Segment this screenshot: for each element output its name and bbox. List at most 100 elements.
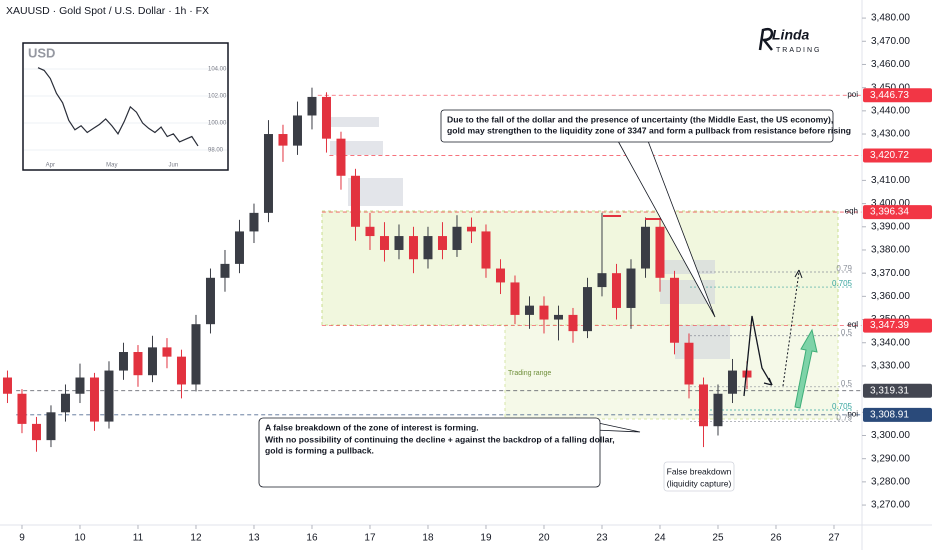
candle-body: [2, 377, 12, 394]
candle-body: [133, 352, 143, 376]
x-tick-label: 19: [480, 533, 492, 544]
candle-body: [640, 226, 650, 269]
candle-body: [321, 96, 331, 139]
candle-body: [655, 226, 665, 278]
price-tag-label: 3,420.72: [870, 150, 909, 161]
candle-body: [176, 356, 186, 385]
x-tick-label: 23: [596, 533, 608, 544]
price-tag: [863, 148, 932, 163]
candle-body: [423, 236, 433, 260]
annotation-text: (liquidity capture): [667, 478, 732, 488]
logo: Linda TRADING: [758, 27, 822, 54]
chart-title: XAUUSD · Gold Spot / U.S. Dollar · 1h · …: [6, 5, 209, 17]
x-tick-label: 9: [19, 533, 25, 544]
logo-mark: [758, 27, 774, 51]
y-tick-label: 3,460.00: [871, 59, 910, 70]
inset-title: USD: [28, 45, 55, 60]
y-tick-label: 3,380.00: [871, 245, 910, 256]
order-block: [322, 117, 379, 127]
y-tick-label: 3,290.00: [871, 453, 910, 464]
candle-body: [336, 138, 346, 176]
candle-body: [452, 226, 462, 250]
price-tags: 3,446.73 3,420.72 3,396.34 3,347.39 3,319.31…: [863, 88, 932, 422]
level-tag: poi: [847, 90, 858, 99]
price-tag: [863, 205, 932, 220]
candle-body: [292, 115, 302, 146]
fib-label: 0.705: [832, 279, 853, 288]
candle-body: [104, 370, 114, 422]
annotation-box: [258, 417, 601, 488]
x-tick-label: 13: [248, 533, 260, 544]
candle-body: [597, 273, 607, 288]
inset-chart: USD 104.00 102.00 100.00 98.00 Apr May Jun: [22, 42, 229, 171]
candle-body: [466, 226, 476, 232]
price-tag: [863, 88, 932, 103]
candle-body: [205, 277, 215, 325]
candle-body: [263, 134, 273, 213]
annotation-box: [440, 109, 834, 143]
candle-body: [669, 277, 679, 343]
candle-body: [350, 175, 360, 227]
level-tag: eql: [847, 320, 858, 329]
candle-body: [713, 393, 723, 427]
candle-body: [89, 377, 99, 422]
candle-body: [379, 236, 389, 250]
y-tick-label: 3,470.00: [871, 36, 910, 47]
candle-body: [46, 412, 56, 441]
annotation-text: With no possibility of continuing the de…: [265, 434, 615, 444]
y-tick-label: 3,340.00: [871, 337, 910, 348]
candles: [2, 87, 752, 452]
candle-body: [118, 352, 128, 371]
fib-label: 0.705: [832, 402, 853, 411]
candle-body: [626, 268, 636, 308]
candle-body: [307, 96, 317, 116]
price-tag: [863, 407, 932, 422]
candle-body: [31, 423, 41, 441]
candle-body: [481, 231, 491, 269]
callout-pointer: [617, 140, 716, 318]
annotation-box: [663, 461, 735, 492]
fib-label: 0.5: [841, 328, 853, 337]
y-tick-label: 3,450.00: [871, 82, 910, 93]
inset-frame: [22, 42, 229, 171]
candle-body: [249, 212, 259, 232]
candle-body: [191, 324, 201, 385]
inset-y-label: 98.00: [208, 148, 224, 154]
dotted-projection: [782, 271, 800, 387]
x-tick-label: 18: [422, 533, 434, 544]
y-tick-label: 3,280.00: [871, 477, 910, 488]
candle-body: [539, 305, 549, 320]
price-tag: [863, 318, 932, 333]
y-tick-label: 3,390.00: [871, 221, 910, 232]
candle-body: [698, 384, 708, 427]
candle-body: [611, 273, 621, 308]
candle-body: [147, 347, 157, 376]
annotation-text: False breakdown: [667, 466, 732, 476]
candle-body: [394, 236, 404, 250]
logo-sub: TRADING: [776, 47, 822, 54]
candle-body: [742, 370, 752, 378]
price-tag: [863, 383, 932, 398]
annotation-text: gold is forming a pullback.: [265, 445, 374, 455]
y-tick-label: 3,440.00: [871, 105, 910, 116]
candle-body: [524, 305, 534, 315]
candle-body: [582, 287, 592, 332]
inset-x-label: Jun: [169, 163, 179, 169]
annotation-text: A false breakdown of the zone of interes…: [265, 422, 479, 432]
price-tag-label: 3,308.91: [870, 409, 909, 420]
y-tick-label: 3,370.00: [871, 268, 910, 279]
y-tick-label: 3,300.00: [871, 430, 910, 441]
zone-of-interest: [321, 210, 839, 326]
x-tick-label: 16: [306, 533, 318, 544]
price-tag-label: 3,396.34: [870, 207, 909, 218]
projection-path: [743, 315, 773, 397]
x-tick-label: 25: [712, 533, 724, 544]
candle-body: [220, 263, 230, 278]
candle-body: [162, 347, 172, 357]
y-tick-label: 3,400.00: [871, 198, 910, 209]
y-tick-label: 3,410.00: [871, 175, 910, 186]
candle-body: [495, 268, 505, 283]
candle-body: [684, 342, 694, 385]
bullish-arrow: [794, 328, 818, 409]
